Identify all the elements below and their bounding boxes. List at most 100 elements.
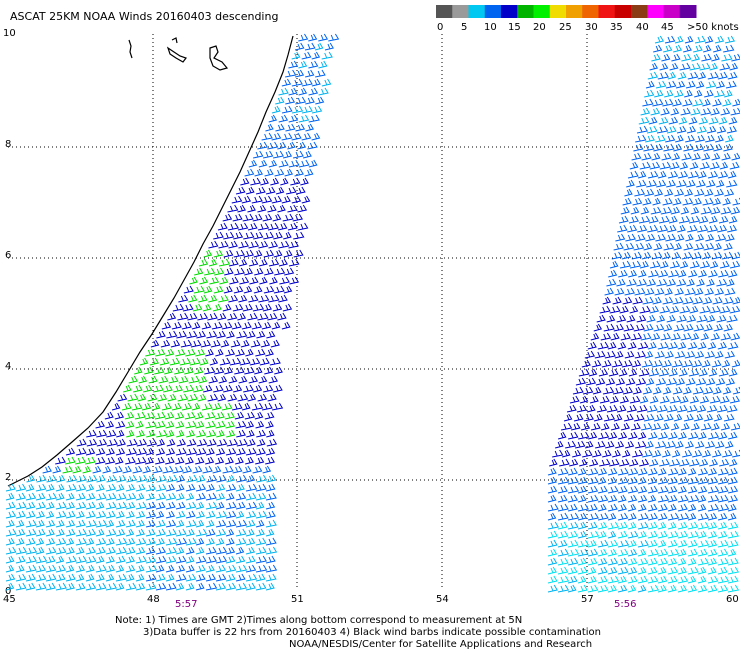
wind-barb xyxy=(637,584,647,593)
wind-barb xyxy=(114,411,125,420)
legend-swatch xyxy=(647,5,664,18)
wind-barb xyxy=(607,557,619,566)
wind-barb xyxy=(115,456,124,465)
wind-barb xyxy=(653,242,663,251)
wind-barb xyxy=(95,501,105,510)
wind-barb xyxy=(677,584,688,593)
wind-barb xyxy=(620,422,630,431)
wind-barb xyxy=(307,141,318,150)
wind-barb xyxy=(653,323,665,332)
wind-barb xyxy=(213,384,224,393)
wind-barb xyxy=(731,152,740,161)
wind-barb xyxy=(135,501,147,510)
wind-speed-legend-labels: 0 5 10 15 20 25 30 35 40 45 >50 knots xyxy=(437,22,739,33)
wind-barb xyxy=(725,134,734,143)
wind-barb xyxy=(672,296,684,305)
wind-barb xyxy=(667,341,679,350)
wind-barb xyxy=(138,375,148,384)
wind-barb xyxy=(620,332,631,341)
x-tick-label: 51 xyxy=(291,594,304,605)
wind-barb xyxy=(587,530,600,539)
wind-barb xyxy=(695,377,707,386)
wind-barb xyxy=(75,510,86,519)
wind-barb xyxy=(617,341,627,350)
wind-barb xyxy=(246,429,255,438)
wind-barb xyxy=(702,98,711,107)
wind-barb xyxy=(654,188,664,197)
wind-barb xyxy=(175,528,187,537)
wind-barb xyxy=(652,296,662,305)
wind-barb xyxy=(676,404,688,413)
wind-barb xyxy=(726,314,738,323)
wind-barb xyxy=(96,474,106,483)
wind-barb xyxy=(165,528,177,537)
wind-barb xyxy=(687,476,700,485)
wind-barb xyxy=(666,278,677,287)
wind-barb xyxy=(295,96,307,105)
wind-barb xyxy=(165,501,176,510)
wind-barb xyxy=(665,440,676,449)
wind-barb xyxy=(75,537,87,546)
wind-barb xyxy=(660,422,670,431)
wind-barb xyxy=(621,251,632,260)
wind-barb xyxy=(657,512,668,521)
wind-barb xyxy=(106,474,117,483)
wind-barb xyxy=(238,375,248,384)
wind-barb xyxy=(660,332,672,341)
wind-barb xyxy=(644,287,655,296)
wind-barb xyxy=(272,213,282,222)
wind-barb xyxy=(246,330,256,339)
wind-barb xyxy=(673,143,683,152)
wind-barb xyxy=(687,575,697,584)
wind-barb xyxy=(635,377,647,386)
wind-barb xyxy=(648,368,660,377)
wind-barb xyxy=(228,240,238,249)
wind-barb xyxy=(547,539,558,548)
wind-barb xyxy=(718,269,729,278)
wind-barb xyxy=(245,573,258,582)
wind-barb xyxy=(674,89,684,98)
wind-barb xyxy=(235,582,248,591)
wind-barb xyxy=(85,492,96,501)
wind-barb xyxy=(583,413,594,422)
wind-barb xyxy=(308,60,319,69)
wind-barb xyxy=(218,294,229,303)
wind-barb xyxy=(95,573,105,582)
wind-barb xyxy=(55,456,66,465)
wind-barb xyxy=(277,312,287,321)
wind-barb xyxy=(265,420,274,429)
wind-barb xyxy=(724,89,733,98)
wind-barb xyxy=(647,512,658,521)
wind-barb xyxy=(678,368,688,377)
wind-barb xyxy=(559,458,570,467)
wind-barb xyxy=(669,62,679,71)
wind-barb xyxy=(597,575,608,584)
wind-barb xyxy=(709,62,718,71)
wind-barb xyxy=(667,575,678,584)
wind-barb xyxy=(706,314,716,323)
wind-barb xyxy=(696,179,706,188)
wind-barb xyxy=(86,438,98,447)
wind-barb xyxy=(692,197,702,206)
wind-barb xyxy=(235,447,246,456)
wind-barb xyxy=(644,350,654,359)
wind-barb xyxy=(732,98,740,107)
wind-barb xyxy=(694,35,706,44)
wind-barb xyxy=(145,555,157,564)
wind-barb xyxy=(658,269,669,278)
wind-barb xyxy=(606,278,617,287)
wind-barb xyxy=(617,521,628,530)
wind-barb xyxy=(649,62,659,71)
wind-barb xyxy=(602,296,612,305)
wind-barb xyxy=(223,384,233,393)
wind-barb xyxy=(246,438,256,447)
wind-barb xyxy=(704,188,714,197)
wind-barb xyxy=(145,348,156,357)
wind-barb xyxy=(688,368,700,377)
wind-barb xyxy=(187,312,198,321)
wind-barb xyxy=(717,71,728,80)
wind-barb xyxy=(647,485,658,494)
wind-barb xyxy=(135,492,145,501)
wind-barb xyxy=(223,249,234,258)
wind-barb xyxy=(587,512,599,521)
